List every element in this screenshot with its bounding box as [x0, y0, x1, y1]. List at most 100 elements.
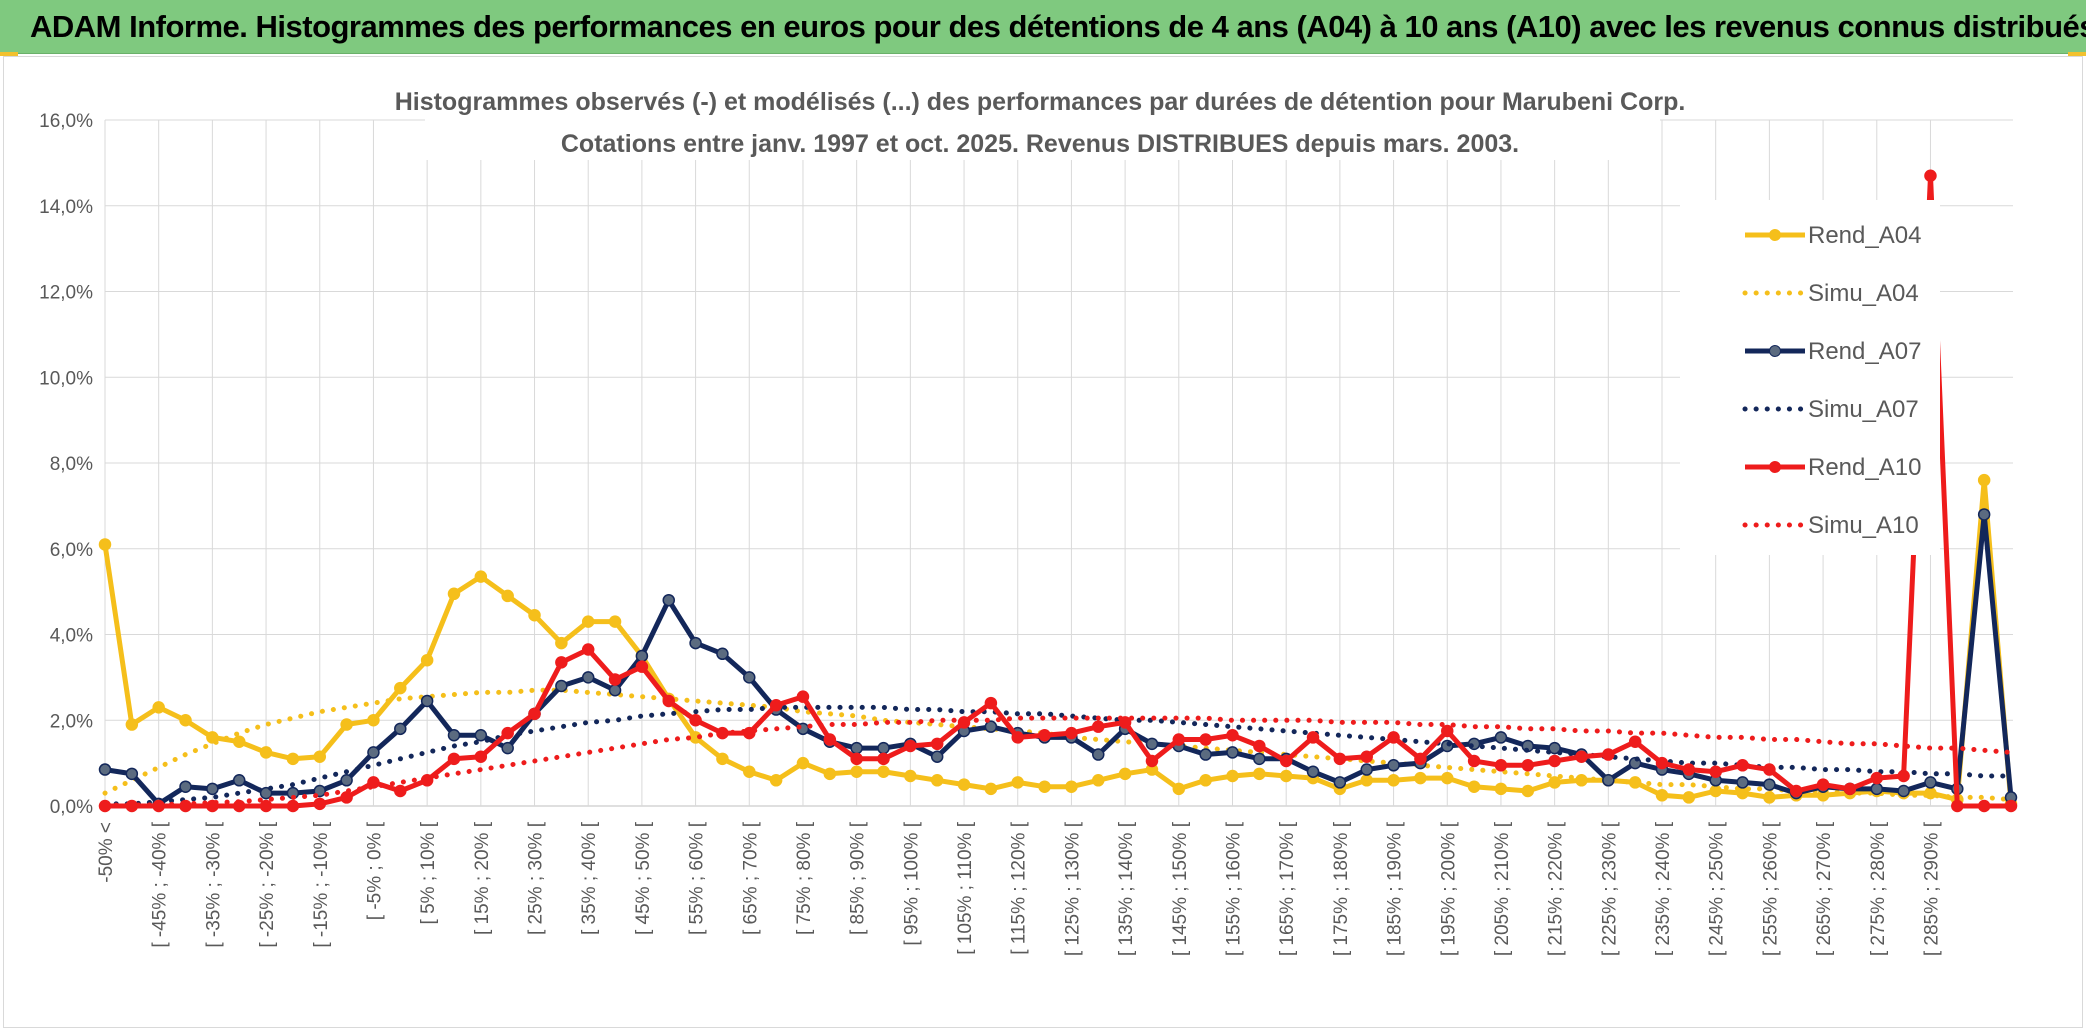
y-tick-label: 4,0%	[50, 626, 93, 647]
data-point	[850, 765, 863, 778]
data-point	[1602, 774, 1615, 787]
x-tick-label: [ 15% ; 20% [	[472, 821, 493, 935]
data-point	[501, 589, 514, 603]
x-tick-label: [ 75% ; 80% [	[794, 821, 815, 935]
data-point	[259, 786, 273, 800]
data-point	[930, 750, 944, 763]
data-point	[1575, 750, 1588, 763]
data-point	[555, 679, 568, 693]
banner-accent-left	[0, 52, 18, 56]
data-point	[1441, 771, 1454, 785]
data-point	[1360, 774, 1373, 787]
y-tick-label: 12,0%	[39, 283, 93, 304]
data-point	[394, 722, 407, 736]
data-point	[528, 608, 541, 622]
chart-title: Histogrammes observés (-) et modélisés (…	[395, 88, 1686, 116]
data-point	[1092, 748, 1105, 761]
legend-background	[1680, 200, 1940, 555]
legend-label: Rend_A10	[1808, 454, 1921, 481]
data-point	[1897, 769, 1910, 783]
data-point	[1467, 754, 1481, 768]
data-point	[581, 643, 595, 656]
data-point	[313, 797, 327, 811]
data-point	[1682, 791, 1696, 804]
data-point	[474, 750, 488, 763]
x-tick-label: [ 125% ; 130% [	[1062, 821, 1083, 956]
data-point	[1682, 763, 1696, 776]
data-point	[1977, 508, 1991, 521]
x-tick-label: [ 65% ; 70% [	[740, 821, 761, 935]
x-tick-label: [ -45% ; -40% [	[150, 821, 171, 947]
data-point	[206, 782, 219, 796]
legend-label: Simu_A07	[1808, 396, 1919, 423]
data-point	[1494, 759, 1508, 772]
x-tick-label: [ 95% ; 100% [	[901, 821, 922, 945]
data-point	[823, 733, 837, 746]
x-tick-label: [ 105% ; 110% [	[955, 821, 976, 954]
data-point	[1763, 778, 1776, 791]
x-tick-label: [ 175% ; 180% [	[1331, 821, 1352, 956]
data-point	[877, 765, 890, 778]
data-point	[259, 799, 273, 813]
x-tick-label: [ 155% ; 160% [	[1223, 821, 1244, 956]
x-tick-label: [ 185% ; 190% [	[1385, 821, 1406, 956]
data-point	[1494, 731, 1508, 744]
x-tick-label: [ 215% ; 220% [	[1546, 821, 1567, 956]
data-point	[904, 739, 917, 753]
y-tick-label: 8,0%	[50, 454, 93, 475]
x-tick-label: -50% <	[96, 822, 117, 883]
data-point	[420, 694, 434, 708]
data-point	[1199, 733, 1212, 746]
data-point	[340, 718, 353, 731]
data-point	[904, 769, 917, 783]
data-point	[689, 714, 702, 727]
series-Rend_A10	[98, 169, 2018, 813]
data-point	[1279, 754, 1293, 768]
x-tick-label: [ 85% ; 90% [	[848, 821, 869, 935]
data-point	[501, 741, 514, 755]
data-point	[232, 774, 246, 787]
data-point	[1065, 780, 1078, 793]
data-point	[1414, 752, 1427, 766]
data-point	[984, 696, 998, 710]
data-point	[313, 750, 327, 763]
data-point	[1038, 780, 1051, 793]
data-point	[2004, 799, 2018, 813]
legend-item: Rend_A04	[1745, 222, 1921, 249]
data-point	[581, 615, 595, 628]
data-point	[1951, 799, 1964, 813]
x-tick-label: [ 35% ; 40% [	[579, 821, 600, 935]
data-point	[1521, 759, 1535, 772]
data-point	[394, 681, 407, 695]
data-point	[1145, 737, 1159, 751]
data-point	[1548, 776, 1561, 789]
data-point	[1253, 752, 1266, 766]
data-point	[1387, 774, 1400, 787]
data-point	[1441, 724, 1454, 738]
data-point	[420, 653, 434, 667]
data-point	[1977, 799, 1991, 813]
data-point	[1092, 774, 1105, 787]
grid-lines	[104, 119, 2013, 807]
data-point	[716, 647, 729, 661]
x-tick-label: [ -5% ; 0% [	[364, 821, 385, 920]
x-tick-label: [ -25% ; -20% [	[257, 821, 278, 947]
report-title: ADAM Informe. Histogrammes des performan…	[30, 9, 2086, 44]
chart-frame	[3, 56, 2083, 1028]
data-point	[1172, 733, 1186, 746]
data-point	[1118, 767, 1132, 781]
data-point	[581, 671, 595, 684]
data-point	[1870, 771, 1884, 785]
data-point	[555, 656, 568, 669]
data-point	[716, 752, 729, 766]
series-line	[102, 704, 2014, 807]
data-point	[1494, 782, 1508, 796]
data-point	[1467, 780, 1481, 793]
data-point	[743, 765, 756, 778]
data-point	[1548, 741, 1561, 755]
data-point	[1736, 776, 1749, 789]
x-tick-label: [ 165% ; 170% [	[1277, 821, 1298, 956]
data-point	[877, 741, 890, 755]
data-point	[259, 746, 273, 759]
